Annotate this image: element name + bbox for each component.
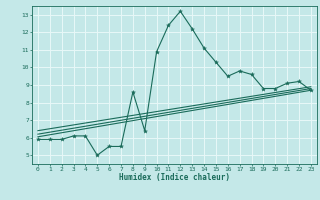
X-axis label: Humidex (Indice chaleur): Humidex (Indice chaleur) (119, 173, 230, 182)
